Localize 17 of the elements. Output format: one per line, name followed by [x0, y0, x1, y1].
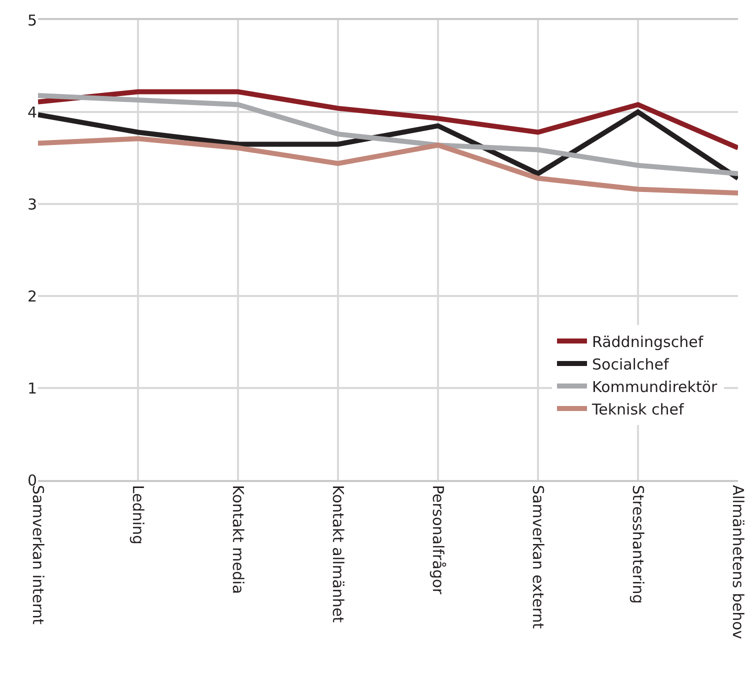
- legend-label: Räddningschef: [592, 332, 704, 351]
- x-tick-label: Ledning: [129, 485, 148, 545]
- y-tick-label: 3: [27, 195, 37, 214]
- y-tick-label: 2: [27, 287, 37, 306]
- y-tick-label: 1: [27, 379, 37, 398]
- x-tick-label: Kontakt allmänhet: [329, 485, 348, 623]
- x-tick-label: Samverkan internt: [29, 485, 48, 625]
- x-tick-label: Personalfrågor: [429, 485, 448, 596]
- y-tick-label: 5: [27, 11, 37, 30]
- legend-label: Kommundirektör: [592, 378, 718, 396]
- x-tick-label: Kontakt media: [229, 485, 248, 594]
- x-tick-label: Samverkan externt: [529, 485, 548, 629]
- x-tick-label: Allmänhetens behov: [729, 485, 748, 640]
- x-tick-label: Stresshantering: [629, 485, 648, 604]
- legend-label: Teknisk chef: [591, 400, 684, 418]
- y-tick-label: 4: [27, 103, 37, 122]
- legend-label: Socialchef: [592, 355, 670, 374]
